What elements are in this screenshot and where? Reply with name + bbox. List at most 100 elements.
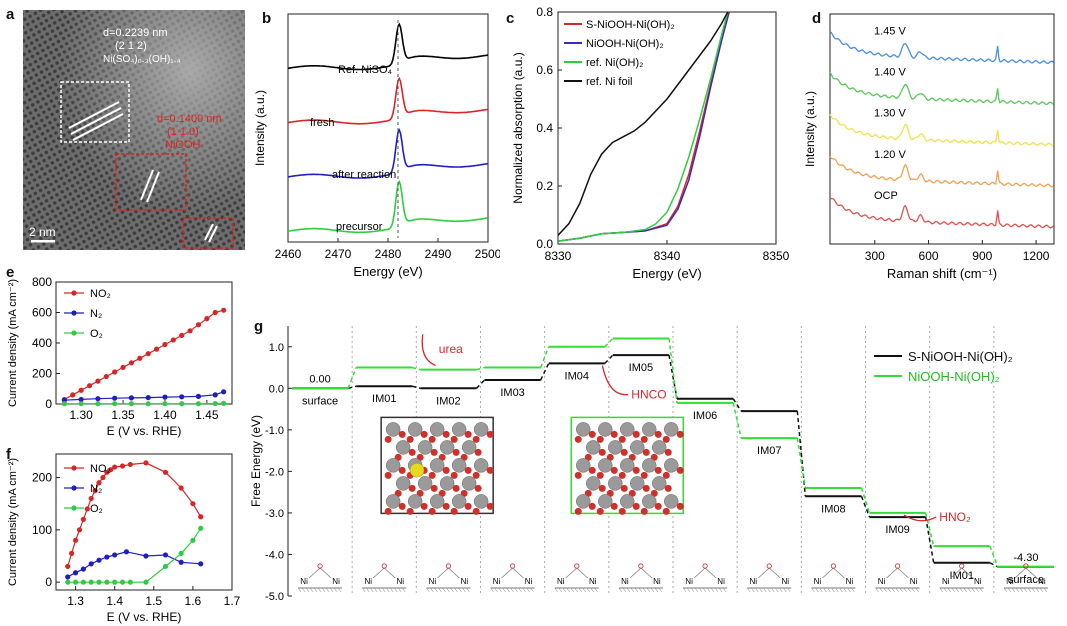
x-tick-label: 2460 xyxy=(275,247,302,261)
atom-label: Ni xyxy=(461,577,469,586)
legend-label: N₂ xyxy=(90,483,102,495)
slab-hatch xyxy=(370,587,374,593)
ni-atom xyxy=(461,476,477,491)
slab-hatch xyxy=(510,587,514,593)
o-atom xyxy=(574,471,582,479)
data-point xyxy=(112,395,118,401)
y-tick-label: -3.0 xyxy=(265,508,284,520)
slab-hatch xyxy=(630,587,635,593)
atom-label: Ni xyxy=(525,577,533,586)
chart-g-free-energy: 1.0 0.0 -1.0 -2.0 -3.0 -4.0 -5.0 Free Energy (e… xyxy=(249,326,1054,603)
energy-connector xyxy=(412,385,421,390)
atom-label: Ni xyxy=(429,577,437,586)
o-atom xyxy=(430,448,438,456)
data-point xyxy=(65,563,71,570)
slab-hatch xyxy=(767,587,771,593)
atom-label: Ni xyxy=(589,577,597,586)
slab-hatch xyxy=(979,587,983,593)
adsorbate-sketch: Ni Ni xyxy=(939,563,984,593)
ni-atom xyxy=(620,458,635,473)
series-line xyxy=(287,179,489,234)
adsorbate-atom xyxy=(1023,563,1029,569)
o-atom xyxy=(442,502,450,510)
data-point xyxy=(76,527,83,533)
series-label: Ref. NiSO₄ xyxy=(338,64,393,76)
scale-bar xyxy=(31,240,55,243)
energy-connector xyxy=(860,496,871,518)
ni-atom xyxy=(598,494,613,509)
slab-hatch xyxy=(317,587,322,593)
ni-atom xyxy=(576,494,591,509)
legend-marker xyxy=(71,485,77,491)
legend-marker xyxy=(71,505,77,511)
y-tick-label: -5.0 xyxy=(265,591,284,603)
o-atom xyxy=(632,430,640,438)
legend-label: NiOOH-Ni(OH)₂ xyxy=(908,369,1000,384)
bond xyxy=(448,567,460,579)
slab-hatch xyxy=(650,587,655,593)
ni-atom xyxy=(407,422,423,437)
series-label: fresh xyxy=(310,117,334,129)
ni-atom xyxy=(417,440,433,455)
ni-atom xyxy=(620,422,635,437)
x-tick-label: 2470 xyxy=(325,247,352,261)
ni-atom xyxy=(439,476,455,491)
y-tick-label: 400 xyxy=(32,336,52,350)
adsorbate-sketch: Ni Ni xyxy=(1003,563,1048,593)
slab-hatch xyxy=(574,587,578,593)
slab-hatch xyxy=(903,587,907,593)
y-axis-label: Normalized absorption (a.u.) xyxy=(511,52,525,203)
slab-hatch xyxy=(450,587,454,593)
chart-e-current-density: 1.30 1.35 1.40 1.45 0 200 400 600 800 E (V vs. RH… xyxy=(7,275,233,438)
data-point xyxy=(195,401,202,407)
slab-hatch xyxy=(374,587,378,593)
o-atom xyxy=(676,430,684,438)
o-atom xyxy=(472,507,480,515)
slab-hatch xyxy=(426,587,430,593)
slab-hatch xyxy=(694,587,699,593)
slab-hatch xyxy=(1023,587,1028,593)
legend-label: N₂ xyxy=(90,308,102,320)
energy-connector xyxy=(924,516,935,563)
o-atom xyxy=(464,430,472,438)
slab-hatch xyxy=(847,587,851,593)
energy-connector xyxy=(539,346,550,368)
series-line xyxy=(287,76,489,125)
y-tick-label: 0.8 xyxy=(536,5,553,19)
tem-image: d=0.2239 nm (2 1 2) Ni(SO₄)₀.₃(OH)₁.₄ d=… xyxy=(23,10,245,250)
slab-hatch xyxy=(566,587,570,593)
category-label: IM04 xyxy=(565,370,589,382)
data-point xyxy=(108,467,114,473)
value-label-start: 0.00 xyxy=(309,373,330,385)
legend-marker xyxy=(71,310,77,316)
bond xyxy=(961,567,973,579)
slab-hatch xyxy=(706,587,711,593)
adsorbate-sketch: Ni Ni xyxy=(682,563,728,593)
data-point xyxy=(119,579,126,585)
ni-atom xyxy=(598,422,613,437)
x-tick-label: 1.45 xyxy=(195,408,219,422)
s-atom xyxy=(409,462,425,478)
o-atom xyxy=(474,484,482,492)
o-atom xyxy=(620,484,628,492)
o-atom xyxy=(398,430,406,438)
ni-atom xyxy=(395,440,411,455)
adsorbate-atom xyxy=(894,563,901,569)
data-point xyxy=(80,566,86,572)
bond xyxy=(512,567,524,579)
slab-hatch xyxy=(911,587,915,593)
panel-label-a: a xyxy=(6,6,15,23)
slab-hatch xyxy=(1011,587,1016,593)
o-atom xyxy=(398,466,406,474)
o-atom xyxy=(450,471,458,479)
data-point xyxy=(195,393,202,399)
x-tick-label: 2500 xyxy=(475,247,500,261)
slab-hatch xyxy=(325,587,330,593)
energy-connector xyxy=(732,398,742,412)
slab-hatch xyxy=(879,587,883,593)
slab-hatch xyxy=(851,587,855,593)
data-point xyxy=(78,401,84,407)
ni-atom xyxy=(407,494,423,509)
slab-hatch xyxy=(586,587,590,593)
energy-connector xyxy=(860,487,871,514)
